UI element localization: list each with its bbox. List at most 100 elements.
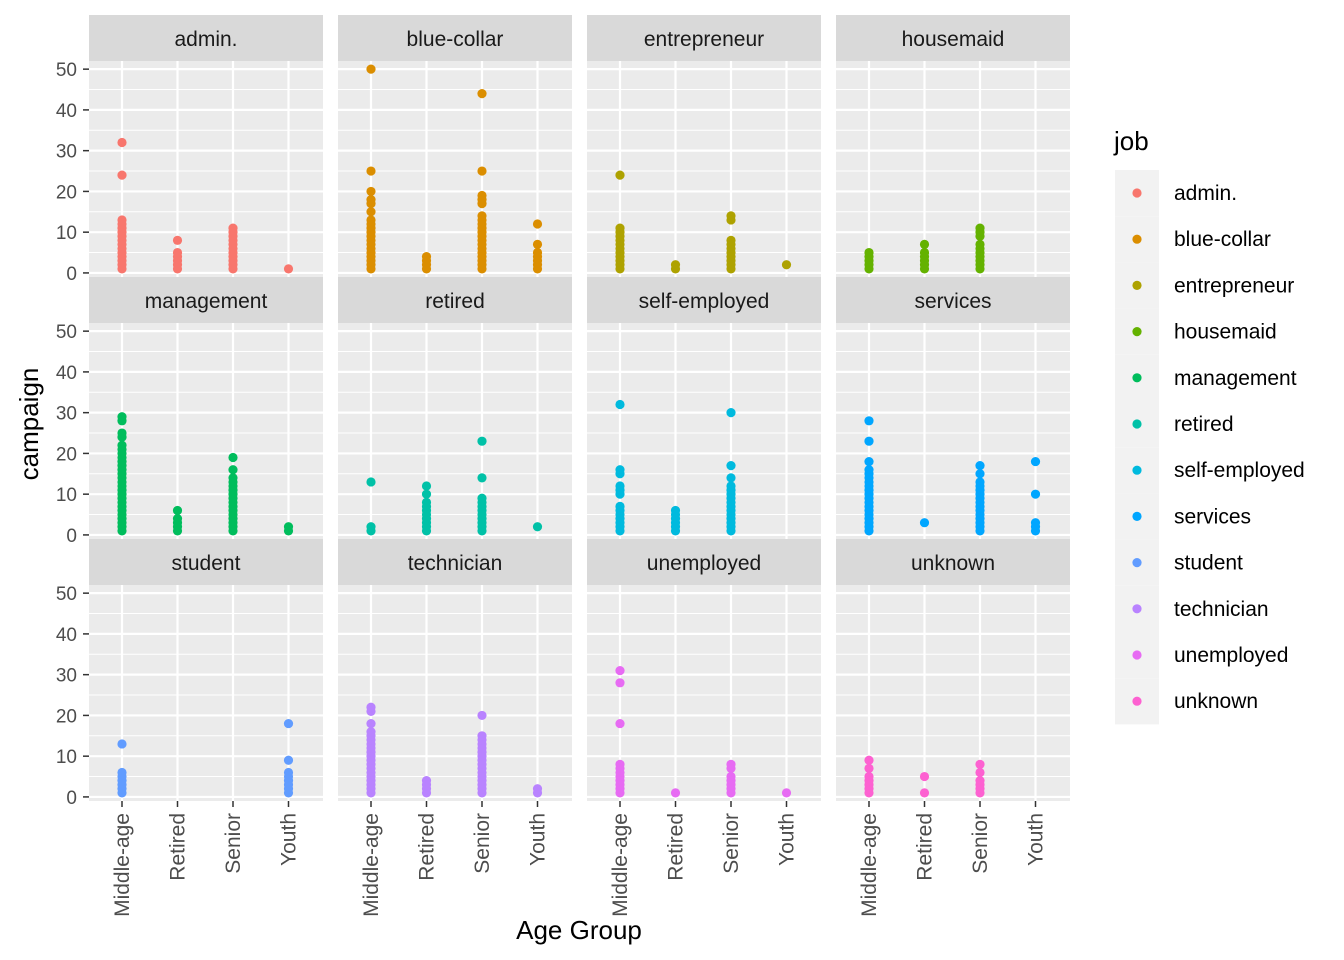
point-services-middle-age — [864, 456, 874, 467]
point-technician-senior — [477, 731, 487, 741]
point-unknown-middle-age — [864, 771, 874, 782]
x-tick-labels: Middle-age Retired Senior Youth Middle-age Re… — [111, 801, 1048, 917]
y-tick-label: 10 — [56, 747, 77, 768]
point-blue-collar-youth — [532, 239, 543, 249]
y-tick-label: 0 — [66, 264, 77, 285]
y-tick-label: 30 — [56, 142, 77, 163]
point-housemaid-retired — [919, 239, 930, 249]
point-unemployed-youth — [781, 788, 792, 798]
facet-strip-label: self-employed — [639, 290, 770, 313]
point-self-employed-middle-age — [615, 481, 625, 491]
facet-strip — [89, 277, 323, 323]
point-retired-youth — [532, 522, 543, 532]
point-technician-middle-age — [366, 702, 376, 712]
y-tick-label: 0 — [66, 526, 77, 547]
facet-strip-label: blue-collar — [407, 28, 504, 51]
point-blue-collar-youth — [532, 219, 543, 229]
y-tick-label: 20 — [56, 444, 77, 465]
point-self-employed-retired — [670, 505, 681, 516]
point-technician-middle-age — [366, 718, 376, 729]
point-retired-senior — [477, 436, 487, 446]
x-tick-label: Retired — [914, 813, 937, 881]
point-blue-collar-senior — [477, 190, 487, 201]
legend-label: technician — [1174, 598, 1269, 621]
legend-key-point — [1132, 188, 1142, 198]
legend-item-blue-collar: blue-collar — [1115, 216, 1271, 263]
facet-strip — [587, 277, 821, 323]
legend-key-point — [1132, 419, 1142, 429]
point-unknown-middle-age — [864, 755, 874, 765]
point-blue-collar-middle-age — [366, 194, 376, 205]
x-tick-label: Middle-age — [111, 813, 134, 917]
y-tick-label: 50 — [56, 322, 77, 343]
facet-strip-label: services — [914, 290, 991, 313]
legend-label: retired — [1174, 413, 1234, 436]
point-management-senior — [228, 465, 238, 475]
point-management-middle-age — [117, 440, 127, 450]
point-housemaid-retired — [919, 247, 930, 258]
point-admin-senior — [228, 223, 238, 233]
panel-background — [836, 585, 1070, 801]
facet-plot-area — [587, 323, 821, 539]
facet-technician: technician — [338, 539, 572, 801]
point-blue-collar-retired — [421, 252, 432, 262]
legend-key-point — [1132, 280, 1142, 290]
y-tick-label: 20 — [56, 182, 77, 203]
facet-strip — [89, 15, 323, 61]
point-services-middle-age — [864, 416, 874, 426]
legend-key-point — [1132, 327, 1142, 337]
y-tick-label: 40 — [56, 101, 77, 122]
y-tick-label: 20 — [56, 706, 77, 727]
legend-item-self-employed: self-employed — [1115, 447, 1305, 494]
point-entrepreneur-retired — [670, 260, 681, 270]
point-housemaid-senior — [975, 239, 985, 249]
point-management-senior — [228, 473, 238, 483]
x-tick-label: Senior — [471, 813, 494, 874]
panel-background — [89, 61, 323, 277]
x-tick-label: Senior — [720, 813, 743, 874]
facet-student: student — [89, 539, 323, 801]
facet-housemaid: housemaid — [836, 15, 1070, 277]
x-tick-label: Retired — [416, 813, 439, 881]
point-services-youth — [1030, 489, 1041, 499]
point-entrepreneur-senior — [726, 211, 736, 221]
legend-key-point — [1132, 234, 1142, 244]
point-admin-middle-age — [117, 137, 127, 148]
legend-item-technician: technician — [1115, 585, 1269, 632]
point-blue-collar-middle-age — [366, 166, 376, 176]
facet-unemployed: unemployed — [587, 539, 821, 801]
legend-key-point — [1132, 465, 1142, 475]
facet-strip — [836, 539, 1070, 585]
panel-background — [587, 585, 821, 801]
legend-label: self-employed — [1174, 459, 1305, 482]
point-services-middle-age — [864, 465, 874, 475]
point-blue-collar-senior — [477, 89, 487, 99]
legend-key-point — [1132, 373, 1142, 383]
x-tick-label: Middle-age — [609, 813, 632, 917]
legend-item-unknown: unknown — [1115, 678, 1258, 725]
point-blue-collar-middle-age — [366, 64, 376, 74]
point-admin-youth — [283, 264, 294, 274]
facet-strip-label: technician — [408, 552, 503, 575]
facet-plot-area — [587, 61, 821, 277]
point-retired-retired — [421, 489, 432, 499]
panel-background — [587, 61, 821, 277]
legend-item-entrepreneur: entrepreneur — [1115, 262, 1294, 309]
y-tick-label: 40 — [56, 625, 77, 646]
facet-strip-label: admin. — [174, 28, 237, 51]
facet-strip-label: retired — [425, 290, 485, 313]
legend-label: blue-collar — [1174, 228, 1271, 251]
point-services-middle-age — [864, 436, 874, 446]
point-technician-senior — [477, 710, 487, 721]
point-technician-retired — [421, 776, 432, 786]
point-unknown-senior — [975, 767, 985, 778]
x-tick-label: Middle-age — [360, 813, 383, 917]
legend-item-admin: admin. — [1115, 170, 1237, 217]
panel-background — [338, 585, 572, 801]
point-retired-senior — [477, 473, 487, 483]
legend-label: unknown — [1174, 690, 1258, 713]
point-admin-middle-age — [117, 215, 127, 225]
facet-strip-label: entrepreneur — [644, 28, 764, 51]
x-tick-label: Middle-age — [858, 813, 881, 917]
facet-plot-area — [89, 323, 323, 539]
